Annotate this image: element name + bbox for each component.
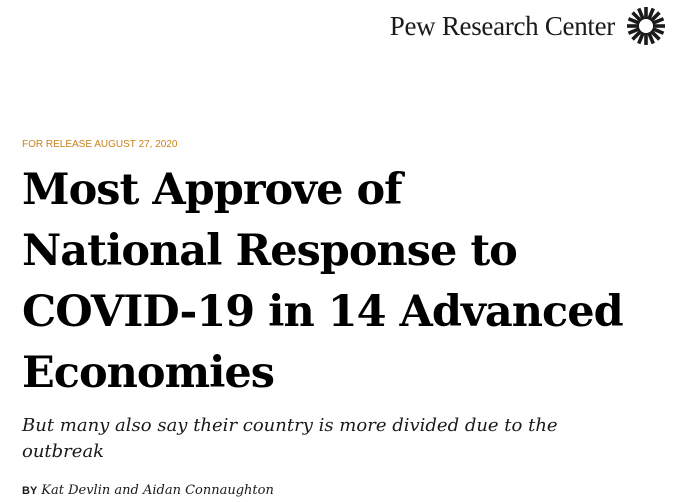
- subtitle: But many also say their country is more …: [22, 415, 558, 462]
- headline-line: COVID-19 in 14 Advanced: [22, 287, 624, 337]
- headline-line: Most Approve of: [22, 165, 403, 215]
- logo-ray: [637, 31, 645, 45]
- byline-prefix: BY: [22, 485, 38, 497]
- logo-ray: [627, 27, 641, 35]
- byline-authors[interactable]: Kat Devlin and Aidan Connaughton: [41, 483, 274, 498]
- logo-ray: [637, 7, 645, 21]
- brand-name[interactable]: Pew Research Center: [389, 10, 616, 41]
- byline: BY Kat Devlin and Aidan Connaughton: [22, 483, 274, 498]
- pew-sunburst-logo-icon[interactable]: [625, 5, 667, 47]
- logo-ray: [649, 11, 661, 23]
- logo-ray: [631, 29, 643, 41]
- headline-line: Economies: [22, 348, 275, 398]
- logo-ray: [647, 31, 655, 45]
- logo-ray: [651, 27, 665, 35]
- logo-ray: [627, 17, 641, 25]
- logo-ray: [651, 17, 665, 25]
- headline-line: National Response to: [22, 226, 518, 276]
- logo-ray: [631, 11, 643, 23]
- logo-ray: [649, 29, 661, 41]
- headline: Most Approve of National Response to COV…: [22, 160, 672, 404]
- release-date: FOR RELEASE AUGUST 27, 2020: [22, 139, 178, 150]
- logo-ray: [647, 7, 655, 21]
- masthead: Pew Research Center: [390, 4, 667, 48]
